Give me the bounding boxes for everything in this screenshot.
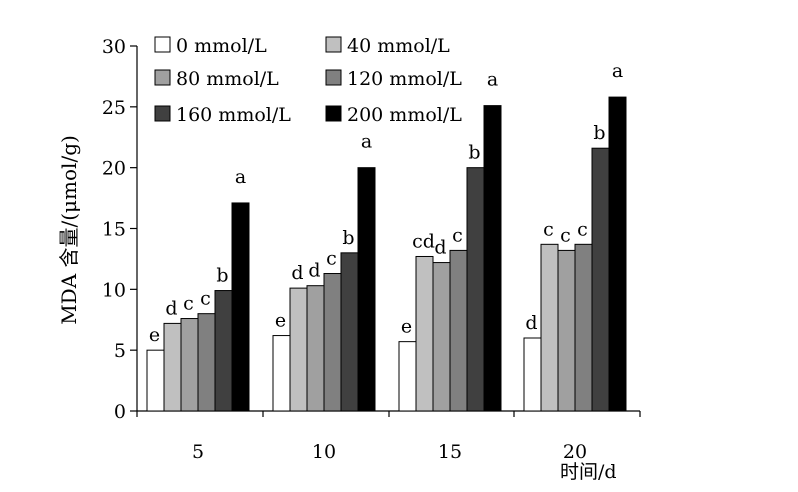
bar-letter-label: a [487,69,498,91]
bar [540,243,559,412]
legend-entry: 0 mmol/L [176,35,267,57]
bar [163,322,182,412]
y-tick-label: 30 [102,36,126,58]
y-tick-label: 25 [102,97,126,119]
x-tick-label: 20 [563,441,587,463]
bar [306,285,325,412]
bar-letter-label: b [593,122,605,144]
legend-swatch [325,69,342,86]
bar-letter-label: d [525,312,537,334]
bar-letter-label: b [468,142,480,164]
bar-letter-label: c [200,288,211,310]
x-axis: 5 10 15 20 [136,410,641,463]
bar-letter-label: c [326,248,337,270]
bar-letter-label: e [149,324,160,346]
bar-letter-label: d [434,237,446,259]
y-tick-label: 20 [102,158,126,180]
bar-letter-label: d [308,260,320,282]
y-axis: 0 5 10 15 20 25 30 [102,36,138,423]
bar [180,318,199,412]
legend-swatch [154,105,171,122]
bar-letter-label: b [342,227,354,249]
bar [523,337,542,412]
bar [214,290,233,412]
bar [557,249,576,412]
legend-swatch [325,105,342,122]
bar-letter-label: b [216,265,228,287]
x-tick-label: 15 [438,441,462,463]
bar [398,341,417,412]
bar [449,249,468,412]
bar-letter-label: c [560,224,571,246]
bar [197,313,216,412]
bar [340,252,359,412]
bar [466,167,485,412]
legend-entry: 200 mmol/L [347,104,462,126]
bar-letter-label: c [543,218,554,240]
bar-letter-label: d [165,297,177,319]
bar [357,167,376,412]
y-tick-label: 0 [114,401,126,423]
bar [146,349,165,412]
legend-swatch [325,36,342,53]
legend-entry: 40 mmol/L [347,35,450,57]
bar [432,262,451,412]
bar [289,287,308,412]
y-tick-label: 10 [102,279,126,301]
legend-entry: 120 mmol/L [347,68,462,90]
bar [231,202,250,412]
bar [415,255,434,412]
bar-letter-label: c [183,293,194,315]
legend-swatch [154,36,171,53]
legend-entry: 80 mmol/L [176,68,279,90]
x-axis-label: 时间/d [560,461,617,483]
bar [591,147,610,412]
bar-letter-label: c [452,224,463,246]
bar [272,335,291,412]
bar [323,273,342,412]
bar [608,96,627,412]
legend: 0 mmol/L 40 mmol/L 80 mmol/L 120 mmol/L 160 … [154,35,462,126]
x-tick-label: 5 [192,441,204,463]
bar-letter-label: a [612,60,623,82]
bar-letter-label: d [291,262,303,284]
x-tick-label: 10 [312,441,336,463]
bar-letter-label: a [235,166,246,188]
bar-letter-label: e [401,316,412,338]
y-axis-label: MDA 含量/(μmol/g) [57,135,81,325]
bar [483,105,502,412]
bar-letter-label: e [275,310,286,332]
bar-letter-label: a [361,131,372,153]
bars [146,96,627,412]
legend-swatch [154,69,171,86]
bar-letter-label: cd [412,230,435,252]
legend-entry: 160 mmol/L [176,104,291,126]
bar [574,243,593,412]
bar-letter-label: c [577,218,588,240]
y-tick-label: 5 [114,340,126,362]
y-tick-label: 15 [102,219,126,241]
